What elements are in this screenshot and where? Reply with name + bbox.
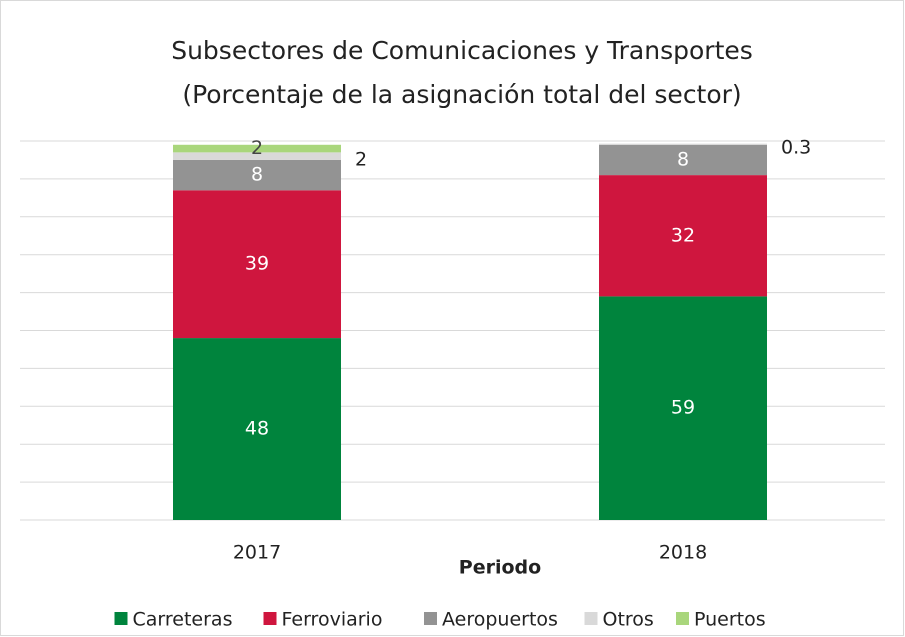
bar-segment [599,144,767,176]
data-label: 48 [245,418,269,440]
data-label: 39 [245,253,269,275]
data-label: 8 [251,164,263,186]
chart-subtitle: (Porcentaje de la asignación total del s… [182,80,741,109]
bar-segment [599,175,767,297]
bar-segment [173,190,341,339]
bar-segment [599,296,767,520]
legend-label: Aeropuertos [442,609,558,631]
data-label: 8 [677,148,689,170]
legend-swatch [424,612,437,625]
data-label: 0.3 [781,137,811,159]
legend-label: Ferroviario [282,609,383,631]
bar-segment [173,159,341,191]
legend-label: Puertos [694,609,766,631]
legend-swatch [676,612,689,625]
x-axis-title: Periodo [459,557,541,579]
legend-label: Carreteras [133,609,233,631]
data-label: 2 [251,137,263,159]
legend-label: Otros [603,609,654,631]
bar-segment [173,144,341,153]
data-label: 32 [671,224,695,246]
legend-swatch [263,612,277,625]
data-label: 2 [355,149,367,171]
legend-swatch [584,612,598,625]
x-tick-label: 2017 [233,542,281,564]
bar-segment [173,338,341,520]
x-tick-label: 2018 [659,542,707,564]
data-label: 59 [671,397,695,419]
bar-segment [173,152,341,160]
chart-title: Subsectores de Comunicaciones y Transpor… [171,36,753,65]
bar-segment [599,143,767,145]
legend-swatch [114,612,128,625]
